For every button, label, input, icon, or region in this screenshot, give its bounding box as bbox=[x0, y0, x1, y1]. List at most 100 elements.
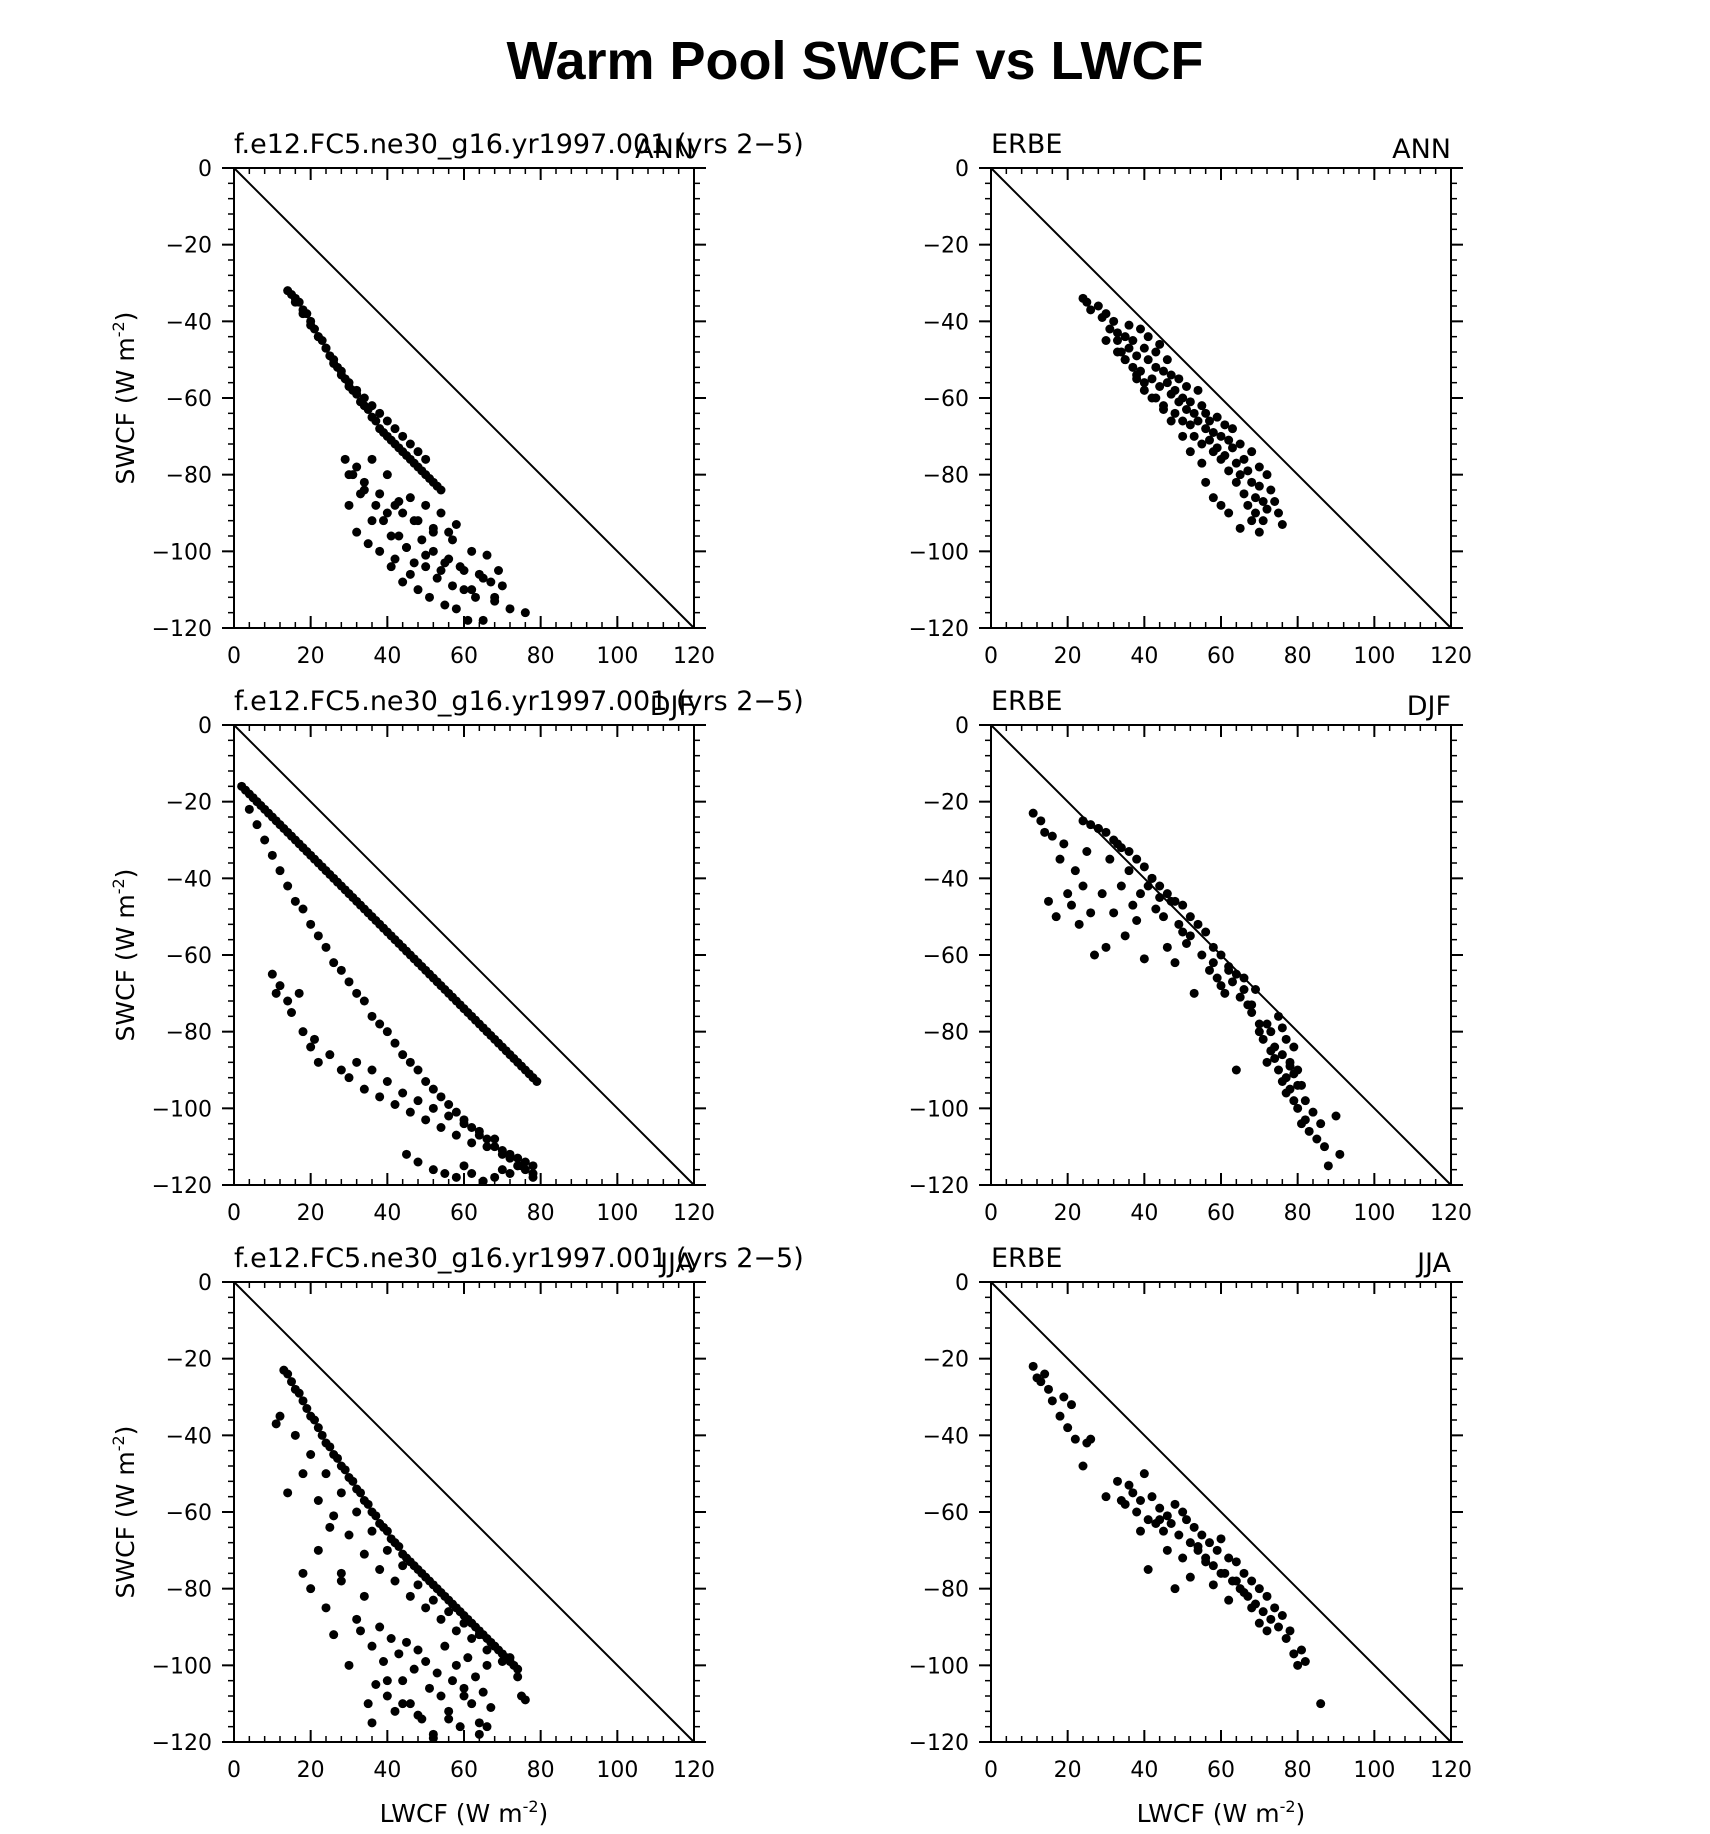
data-point bbox=[1055, 854, 1065, 864]
data-point bbox=[413, 1645, 423, 1655]
x-tick-label: 80 bbox=[527, 1201, 555, 1226]
data-point bbox=[1166, 416, 1176, 426]
y-tick-label: −80 bbox=[923, 1578, 969, 1603]
y-axis-label: SWCF (W m-2) bbox=[109, 1426, 140, 1599]
data-point bbox=[467, 585, 477, 595]
data-point bbox=[1289, 1069, 1299, 1079]
data-point bbox=[405, 1699, 415, 1709]
data-point bbox=[413, 447, 423, 457]
data-point bbox=[1170, 958, 1180, 968]
data-point bbox=[471, 1672, 480, 1682]
data-point bbox=[1231, 1576, 1241, 1586]
data-point bbox=[1113, 347, 1122, 357]
data-point bbox=[1212, 412, 1222, 422]
data-point bbox=[356, 1626, 365, 1636]
x-tick-label: 60 bbox=[450, 644, 478, 669]
data-point bbox=[1201, 408, 1211, 418]
data-point bbox=[436, 1123, 446, 1132]
x-axis-label: LWCF (W m-2) bbox=[1137, 1797, 1306, 1828]
data-point bbox=[482, 1722, 492, 1732]
data-point bbox=[421, 1077, 431, 1086]
x-tick-label: 100 bbox=[596, 644, 638, 669]
panel-left-title: ERBE bbox=[991, 686, 1062, 717]
data-point bbox=[1101, 336, 1111, 345]
x-tick-label: 60 bbox=[1207, 1201, 1235, 1226]
y-tick-label: 0 bbox=[955, 157, 969, 182]
x-tick-label: 100 bbox=[596, 1201, 638, 1226]
data-point bbox=[1254, 1618, 1264, 1628]
y-axis-unit-close: ) bbox=[111, 1426, 140, 1436]
data-point bbox=[298, 309, 308, 319]
data-point bbox=[405, 1107, 415, 1117]
data-point bbox=[1155, 1515, 1165, 1525]
data-point bbox=[382, 416, 392, 426]
x-tick-label: 120 bbox=[673, 644, 715, 669]
data-point bbox=[1155, 382, 1165, 391]
data-point bbox=[310, 1034, 319, 1044]
data-point bbox=[1059, 1392, 1069, 1402]
x-tick-label: 20 bbox=[297, 1201, 325, 1226]
data-point bbox=[1285, 1061, 1295, 1071]
data-point bbox=[1162, 889, 1172, 899]
x-tick-label: 20 bbox=[297, 644, 325, 669]
data-point bbox=[1266, 1614, 1276, 1624]
data-point bbox=[1231, 1065, 1241, 1075]
data-point bbox=[1162, 1511, 1172, 1521]
data-point bbox=[482, 1660, 492, 1670]
data-point bbox=[409, 558, 419, 568]
data-point bbox=[532, 1077, 542, 1086]
data-point bbox=[390, 1576, 400, 1586]
data-point bbox=[367, 1011, 377, 1021]
data-point bbox=[1300, 1096, 1310, 1106]
y-tick-label: −40 bbox=[166, 310, 212, 335]
scatter-panel: 0 20 40 60 80 100 120 0 −20 −40 −60 −80 −100 −120 f.e1… bbox=[109, 1243, 804, 1828]
data-point bbox=[490, 1172, 500, 1182]
data-point bbox=[1239, 985, 1249, 994]
x-tick-label: 80 bbox=[1284, 1758, 1312, 1783]
data-point bbox=[359, 1549, 369, 1559]
data-point bbox=[382, 1526, 392, 1536]
data-point bbox=[1132, 1507, 1142, 1517]
data-point bbox=[409, 516, 419, 526]
x-tick-label: 40 bbox=[1130, 1758, 1158, 1783]
y-tick-label: −40 bbox=[166, 867, 212, 892]
data-point bbox=[313, 1423, 323, 1433]
data-point bbox=[1289, 1042, 1299, 1052]
data-point bbox=[1258, 497, 1268, 506]
data-point bbox=[1113, 328, 1122, 338]
data-point bbox=[294, 1388, 304, 1398]
data-point bbox=[1151, 347, 1161, 357]
data-point bbox=[1247, 1603, 1257, 1613]
y-tick-label: −80 bbox=[923, 1021, 969, 1046]
data-point bbox=[298, 1568, 308, 1578]
data-point bbox=[302, 1404, 312, 1413]
data-point bbox=[1178, 900, 1188, 910]
data-point bbox=[1178, 431, 1188, 441]
data-point bbox=[1239, 973, 1249, 983]
data-point bbox=[1224, 1553, 1234, 1563]
data-point bbox=[402, 543, 411, 552]
y-tick-label: −120 bbox=[152, 1174, 212, 1199]
data-point bbox=[1254, 1027, 1264, 1037]
data-point bbox=[382, 1027, 392, 1037]
y-tick-label: 0 bbox=[955, 714, 969, 739]
data-point bbox=[1139, 385, 1149, 395]
data-point bbox=[398, 508, 408, 518]
data-point bbox=[1124, 320, 1134, 330]
data-point bbox=[1105, 324, 1115, 334]
data-point bbox=[329, 1511, 339, 1521]
data-point bbox=[1067, 900, 1076, 910]
data-point bbox=[490, 592, 500, 602]
data-point bbox=[344, 1073, 354, 1083]
data-point bbox=[1335, 1149, 1345, 1159]
panel-right-title: ANN bbox=[635, 134, 694, 165]
data-point bbox=[1243, 500, 1253, 510]
data-point bbox=[490, 1134, 500, 1144]
panel-left-title: f.e12.FC5.ne30_g16.yr1997.001 (yrs 2−5) bbox=[234, 686, 804, 717]
data-point bbox=[451, 1172, 461, 1182]
data-point bbox=[1182, 405, 1191, 414]
data-point bbox=[1216, 431, 1226, 441]
data-point bbox=[1155, 881, 1165, 891]
data-point bbox=[382, 1077, 392, 1086]
y-tick-label: −20 bbox=[166, 791, 212, 816]
